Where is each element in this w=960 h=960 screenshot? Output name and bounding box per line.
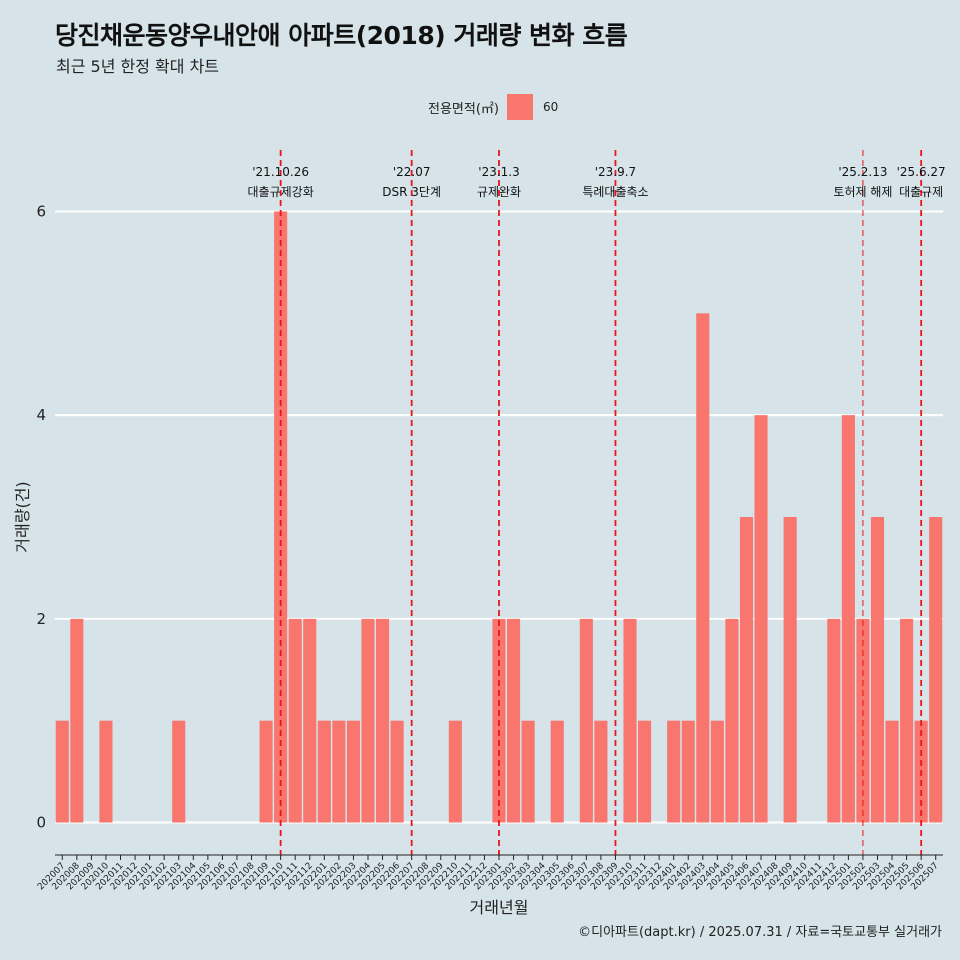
bar xyxy=(332,720,346,823)
bar xyxy=(870,517,885,823)
event-date-label: '21.10.26 xyxy=(252,165,309,179)
bar xyxy=(929,517,943,823)
event-text-label: 규제완화 xyxy=(477,185,521,199)
y-tick-label: 4 xyxy=(36,406,46,424)
bar xyxy=(361,618,375,823)
event-text-label: 대출규제 xyxy=(899,185,943,199)
y-axis-ticks: 0 2 4 6 xyxy=(36,203,46,832)
x-axis: 2020072020082020092020102020112020122021… xyxy=(36,854,943,892)
event-text-label: 대출규제강화 xyxy=(248,185,314,199)
bar xyxy=(841,415,855,823)
bar xyxy=(579,618,593,823)
event-date-label: '23.1.3 xyxy=(478,165,519,179)
legend: 전용면적(㎡) 60 xyxy=(428,94,558,120)
bar xyxy=(317,720,331,823)
bar xyxy=(521,720,535,823)
bar xyxy=(346,720,360,823)
caption: ©디아파트(dapt.kr) / 2025.07.31 / 자료=국토교통부 실… xyxy=(578,925,942,940)
bar xyxy=(99,720,113,823)
bar xyxy=(681,720,695,823)
bar xyxy=(739,517,754,823)
legend-key xyxy=(506,94,533,120)
y-axis-title: 거래량(건) xyxy=(13,481,32,552)
bar xyxy=(594,720,608,823)
chart-subtitle: 최근 5년 한정 확대 차트 xyxy=(56,57,220,76)
bar xyxy=(638,720,652,823)
event-date-label: '25.6.27 xyxy=(897,165,946,179)
bar xyxy=(725,618,739,823)
event-text-label: 특례대출축소 xyxy=(582,185,648,199)
chart-title: 당진채운동양우내안애 아파트(2018) 거래량 변화 흐름 xyxy=(55,21,628,50)
bar xyxy=(274,211,288,823)
bar xyxy=(70,618,84,823)
event-date-label: '22.07 xyxy=(393,165,431,179)
event-text-label: DSR 3단계 xyxy=(382,185,441,199)
bar xyxy=(696,313,710,823)
legend-label: 60 xyxy=(542,100,559,114)
bar xyxy=(507,618,521,823)
bar xyxy=(448,720,462,823)
legend-title: 전용면적(㎡) xyxy=(428,101,499,117)
bar xyxy=(375,618,390,823)
event-lines xyxy=(279,150,923,855)
event-annotations: '21.10.26 대출규제강화 '22.07 DSR 3단계 '23.1.3 규제완화 '… xyxy=(248,165,946,199)
bar xyxy=(885,720,899,823)
y-tick-label: 0 xyxy=(36,814,46,832)
y-tick-label: 2 xyxy=(36,610,46,628)
bar xyxy=(288,618,302,823)
event-text-label: 토허제 해제 xyxy=(833,185,892,199)
bar xyxy=(55,720,69,823)
x-axis-title: 거래년월 xyxy=(470,898,529,917)
bar xyxy=(303,618,317,823)
bar xyxy=(710,720,724,823)
bar xyxy=(754,415,768,823)
y-tick-label: 6 xyxy=(36,203,46,221)
bar xyxy=(550,720,564,823)
bar xyxy=(390,720,404,823)
event-date-label: '23.9.7 xyxy=(595,165,636,179)
bar xyxy=(783,517,797,823)
bar xyxy=(623,618,637,823)
bar xyxy=(827,618,841,823)
bar xyxy=(900,618,914,823)
bar xyxy=(667,720,681,823)
event-date-label: '25.2.13 xyxy=(838,165,887,179)
bar xyxy=(259,720,273,823)
bar xyxy=(172,720,186,823)
